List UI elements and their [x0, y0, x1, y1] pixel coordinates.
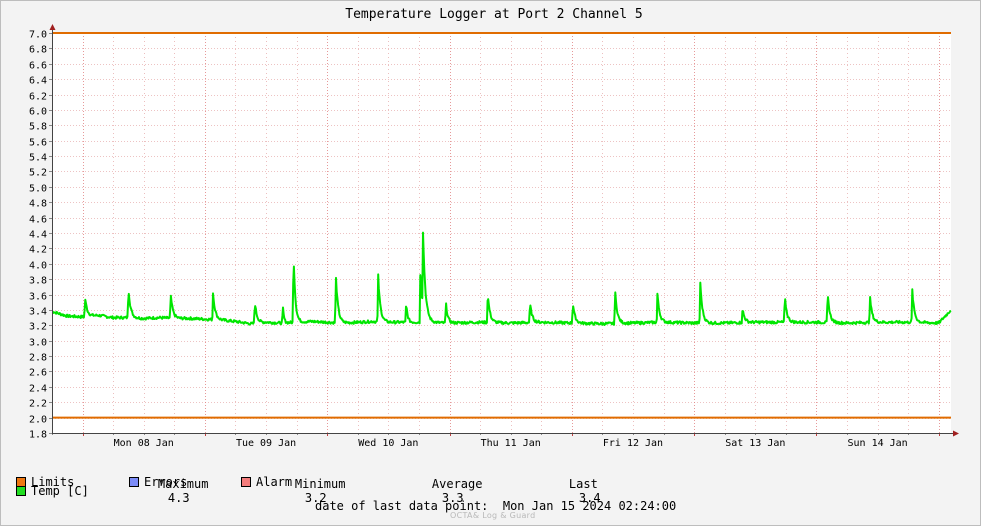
stat-average: Average 3.3 — [403, 463, 540, 519]
y-axis-ticks: 7.0 6.8 6.6 6.4 6.2 6.0 5.8 5.6 5.4 5.2 5.0 4.8 4.6 4… — [29, 30, 52, 441]
stat-last: Last 3.4 — [540, 463, 601, 519]
x-tick-label: Thu 11 Jan — [481, 438, 541, 449]
y-tick-label: 3.4 — [29, 307, 47, 318]
legend-label-limits: Limits — [31, 475, 75, 489]
axes — [49, 24, 959, 437]
grid-lines — [52, 33, 951, 434]
legend-label-temp: Temp [C] — [31, 484, 89, 498]
stat-minimum-label: Minimum — [294, 477, 346, 491]
chart-title: Temperature Logger at Port 2 Channel 5 — [345, 7, 642, 22]
y-tick-label: 5.0 — [29, 184, 47, 195]
series-layer — [51, 231, 952, 326]
legend-swatch-alarm — [241, 477, 251, 487]
last-data-point-label: date of last data point: — [315, 499, 489, 513]
x-tick-label: Fri 12 Jan — [603, 438, 663, 449]
y-tick-label: 5.6 — [29, 138, 47, 149]
legend-swatch-errors — [129, 477, 139, 487]
y-tick-label: 6.6 — [29, 61, 47, 72]
y-tick-label: 2.8 — [29, 353, 47, 364]
y-tick-label: 2.4 — [29, 384, 47, 395]
y-tick-label: 6.2 — [29, 92, 47, 103]
legend-label-errors: Errors — [144, 475, 188, 489]
x-axis-arrow — [953, 430, 959, 437]
last-data-point: date of last data point: Mon Jan 15 2024… — [315, 499, 676, 513]
x-axis-ticks: Mon 08 Jan Tue 09 Jan Wed 10 Jan Thu 11 Jan… — [52, 433, 940, 449]
y-tick-label: 5.2 — [29, 168, 47, 179]
y-axis-arrow — [49, 24, 56, 30]
last-data-point-value: Mon Jan 15 2024 02:24:00 — [502, 499, 677, 513]
stat-last-label: Last — [568, 477, 598, 491]
y-tick-label: 2.0 — [29, 415, 47, 426]
stat-average-label: Average — [431, 477, 483, 491]
y-tick-label: 1.8 — [29, 430, 47, 441]
stat-minimum-value: 3.2 — [304, 491, 327, 505]
legend-row-temp: Temp [C] Maximum 4.3 Minimum 3.2 Average… — [16, 463, 601, 519]
x-tick-label: Tue 09 Jan — [236, 438, 296, 449]
y-tick-label: 2.2 — [29, 399, 47, 410]
legend-row-indicators: Limits Errors Alarm — [16, 475, 292, 489]
y-tick-label: 4.4 — [29, 230, 47, 241]
y-tick-label: 6.8 — [29, 45, 47, 56]
stat-maximum-label: Maximum — [157, 477, 209, 491]
y-tick-label: 4.6 — [29, 215, 47, 226]
y-tick-label: 7.0 — [29, 30, 47, 41]
stat-last-value: 3.4 — [578, 491, 601, 505]
watermark-text: OCTA& Log & Guard — [450, 511, 536, 520]
y-tick-label: 3.0 — [29, 338, 47, 349]
stat-maximum: Maximum 4.3 — [129, 463, 266, 519]
legend-label-alarm: Alarm — [256, 475, 293, 489]
y-tick-label: 6.0 — [29, 107, 47, 118]
x-tick-label: Wed 10 Jan — [358, 438, 418, 449]
y-tick-label: 6.4 — [29, 76, 47, 87]
y-tick-label: 3.8 — [29, 276, 47, 287]
stat-minimum: Minimum 3.2 — [266, 463, 403, 519]
legend-swatch-limits — [16, 477, 26, 487]
y-tick-label: 5.4 — [29, 153, 47, 164]
x-tick-label: Sat 13 Jan — [725, 438, 785, 449]
y-tick-label: 4.0 — [29, 261, 47, 272]
stat-average-value: 3.3 — [441, 491, 464, 505]
x-tick-label: Mon 08 Jan — [114, 438, 174, 449]
limit-lines — [52, 32, 951, 419]
y-tick-label: 2.6 — [29, 368, 47, 379]
y-tick-label: 3.6 — [29, 292, 47, 303]
y-tick-label: 5.8 — [29, 122, 47, 133]
plot-background — [52, 33, 951, 433]
y-tick-label: 4.2 — [29, 245, 47, 256]
x-tick-label: Sun 14 Jan — [848, 438, 908, 449]
y-tick-label: 3.2 — [29, 322, 47, 333]
stat-maximum-value: 4.3 — [167, 491, 190, 505]
y-tick-label: 4.8 — [29, 199, 47, 210]
series-line-temp — [51, 231, 952, 326]
